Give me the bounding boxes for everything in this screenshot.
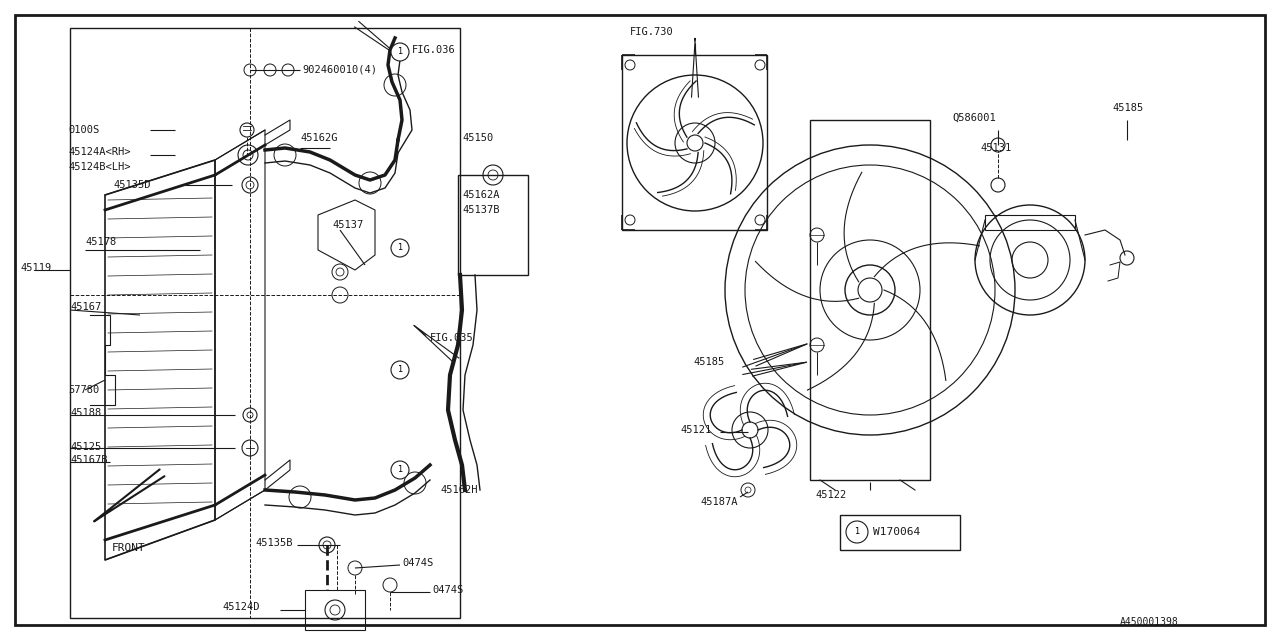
Bar <box>840 515 960 550</box>
Text: 45121: 45121 <box>680 425 712 435</box>
Text: 45137: 45137 <box>332 220 364 230</box>
Text: 45122: 45122 <box>815 490 846 500</box>
Text: FIG.036: FIG.036 <box>412 45 456 55</box>
Circle shape <box>390 361 410 379</box>
Text: 45135B: 45135B <box>255 538 293 548</box>
Text: 45185: 45185 <box>692 357 724 367</box>
Text: 45150: 45150 <box>462 133 493 143</box>
Text: 45124B<LH>: 45124B<LH> <box>68 162 131 172</box>
Text: 57780: 57780 <box>68 385 100 395</box>
Text: 45167B: 45167B <box>70 455 108 465</box>
Text: FIG.730: FIG.730 <box>630 27 673 37</box>
Text: 45167: 45167 <box>70 302 101 312</box>
Text: 1: 1 <box>854 527 860 536</box>
Circle shape <box>390 461 410 479</box>
Text: 45125: 45125 <box>70 442 101 452</box>
Text: 45137B: 45137B <box>462 205 499 215</box>
Text: 45162H: 45162H <box>440 485 477 495</box>
Circle shape <box>390 239 410 257</box>
Text: 45188: 45188 <box>70 408 101 418</box>
Text: FRONT: FRONT <box>113 543 146 553</box>
Text: 45178: 45178 <box>84 237 116 247</box>
Bar <box>622 55 767 230</box>
Text: 45119: 45119 <box>20 263 51 273</box>
Text: 0474S: 0474S <box>433 585 463 595</box>
Text: 902460010(4): 902460010(4) <box>302 65 378 75</box>
Bar <box>305 590 365 630</box>
Text: 1: 1 <box>397 243 403 253</box>
Circle shape <box>390 43 410 61</box>
Text: 1: 1 <box>397 465 403 474</box>
Text: W170064: W170064 <box>873 527 920 537</box>
Text: 0100S: 0100S <box>68 125 100 135</box>
Bar <box>458 175 529 275</box>
Text: 1: 1 <box>397 47 403 56</box>
Text: 45124D: 45124D <box>221 602 260 612</box>
Text: 45135D: 45135D <box>113 180 151 190</box>
Circle shape <box>846 521 868 543</box>
Text: Q586001: Q586001 <box>952 113 996 123</box>
Text: 45162G: 45162G <box>300 133 338 143</box>
Text: FIG.035: FIG.035 <box>430 333 474 343</box>
Text: 1: 1 <box>397 365 403 374</box>
Bar <box>70 28 460 618</box>
Text: 45131: 45131 <box>980 143 1011 153</box>
Text: 45187A: 45187A <box>700 497 737 507</box>
Bar <box>986 215 1075 230</box>
Bar <box>810 120 931 480</box>
Text: 45185: 45185 <box>1112 103 1143 113</box>
Text: 45162A: 45162A <box>462 190 499 200</box>
Text: A450001398: A450001398 <box>1120 617 1179 627</box>
Text: 45124A<RH>: 45124A<RH> <box>68 147 131 157</box>
Text: 0474S: 0474S <box>402 558 433 568</box>
